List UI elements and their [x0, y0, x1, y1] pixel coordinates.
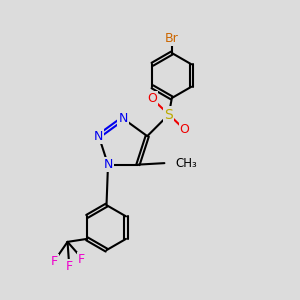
Text: O: O	[179, 123, 189, 136]
Text: F: F	[78, 253, 85, 266]
Text: O: O	[147, 92, 157, 105]
Text: F: F	[65, 260, 73, 273]
Text: Br: Br	[165, 32, 179, 45]
Text: S: S	[164, 107, 173, 122]
Text: N: N	[103, 158, 113, 171]
Text: N: N	[118, 112, 128, 125]
Text: F: F	[51, 255, 58, 268]
Text: CH₃: CH₃	[176, 157, 197, 169]
Text: N: N	[94, 130, 104, 142]
